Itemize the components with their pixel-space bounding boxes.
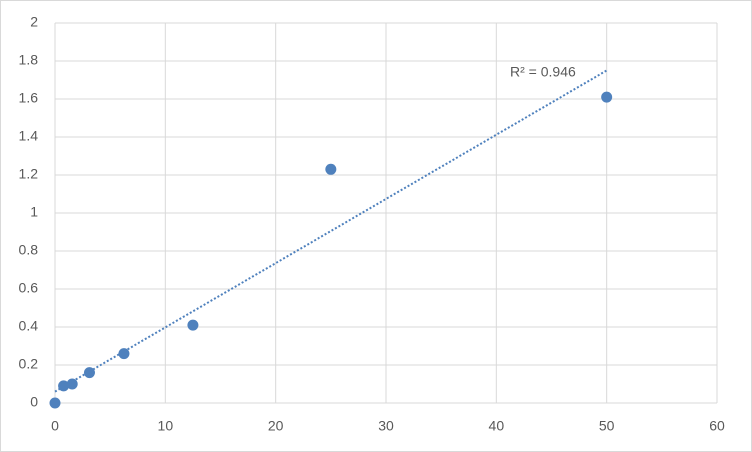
data-point [49, 397, 61, 409]
x-tick-label: 60 [709, 418, 725, 434]
x-tick-label: 10 [158, 418, 174, 434]
y-tick-label: 1.2 [19, 166, 39, 182]
data-point [601, 91, 613, 103]
data-point [83, 367, 95, 379]
y-tick-label: 0.2 [19, 356, 39, 372]
y-tick-label: 1 [30, 204, 38, 220]
annotation: R² = 0.946 [510, 64, 576, 80]
y-tick-label: 1.6 [19, 90, 39, 106]
y-tick-label: 0.4 [19, 318, 39, 334]
x-tick-label: 40 [489, 418, 505, 434]
y-tick-label: 1.4 [19, 128, 39, 144]
y-tick-label: 0.6 [19, 280, 39, 296]
y-tick-label: 2 [30, 14, 38, 30]
data-point [187, 319, 199, 331]
x-tick-label: 30 [378, 418, 394, 434]
x-tick-label: 20 [268, 418, 284, 434]
data-point [66, 378, 78, 390]
x-tick-label: 0 [51, 418, 59, 434]
data-point [58, 380, 70, 392]
y-tick-label: 0 [30, 394, 38, 410]
data-point [325, 163, 337, 175]
y-tick-label: 1.8 [19, 52, 39, 68]
y-tick-label: 0.8 [19, 242, 39, 258]
x-tick-label: 50 [599, 418, 615, 434]
data-point [118, 348, 130, 360]
